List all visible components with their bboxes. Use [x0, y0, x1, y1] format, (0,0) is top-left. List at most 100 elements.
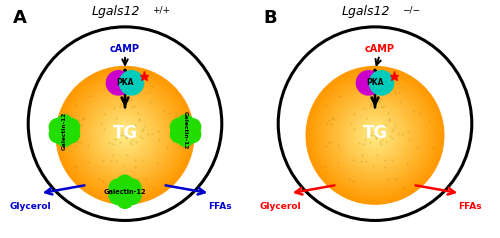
Circle shape [316, 76, 434, 195]
Circle shape [322, 83, 428, 188]
Text: Lgals12: Lgals12 [342, 5, 390, 18]
Circle shape [170, 119, 188, 135]
Text: Galectin-12: Galectin-12 [104, 189, 146, 195]
Circle shape [359, 119, 391, 151]
Circle shape [79, 89, 171, 181]
Circle shape [68, 78, 182, 193]
Circle shape [348, 108, 403, 163]
Circle shape [66, 76, 184, 195]
Circle shape [50, 126, 66, 143]
Circle shape [93, 103, 157, 168]
Circle shape [120, 71, 144, 95]
Circle shape [88, 99, 162, 172]
Text: PKA: PKA [116, 78, 134, 87]
Circle shape [343, 103, 407, 168]
Circle shape [50, 119, 66, 135]
Circle shape [123, 187, 141, 204]
Text: Glycerol: Glycerol [260, 202, 302, 211]
Text: TG: TG [112, 124, 138, 142]
Circle shape [170, 126, 188, 143]
Circle shape [54, 120, 76, 142]
Text: PKA: PKA [366, 78, 384, 87]
Circle shape [109, 179, 127, 197]
Circle shape [114, 124, 136, 147]
Circle shape [308, 69, 442, 202]
Circle shape [109, 187, 127, 204]
Circle shape [102, 112, 148, 158]
Circle shape [74, 85, 176, 186]
Circle shape [62, 119, 80, 135]
Circle shape [354, 115, 396, 156]
Circle shape [62, 126, 80, 143]
Circle shape [361, 122, 389, 149]
Circle shape [116, 192, 134, 208]
Circle shape [334, 94, 416, 177]
Circle shape [356, 71, 380, 95]
Circle shape [98, 108, 152, 163]
Circle shape [306, 67, 444, 204]
Text: Glycerol: Glycerol [10, 202, 51, 211]
Circle shape [368, 129, 382, 142]
Circle shape [56, 67, 194, 204]
Circle shape [350, 110, 400, 161]
Circle shape [84, 94, 166, 177]
Circle shape [70, 80, 180, 190]
Circle shape [104, 115, 146, 156]
Circle shape [90, 101, 160, 170]
Circle shape [116, 175, 134, 192]
Circle shape [356, 117, 394, 154]
Circle shape [61, 71, 189, 199]
Circle shape [336, 96, 414, 174]
Circle shape [109, 119, 141, 151]
Circle shape [123, 179, 141, 197]
Circle shape [106, 71, 130, 95]
Circle shape [340, 101, 409, 170]
Circle shape [118, 129, 132, 142]
Circle shape [327, 87, 423, 183]
Circle shape [56, 115, 72, 131]
Circle shape [63, 73, 187, 197]
Circle shape [366, 126, 384, 144]
Circle shape [120, 131, 130, 140]
Circle shape [178, 131, 194, 146]
Circle shape [114, 180, 136, 203]
Circle shape [184, 119, 200, 135]
Circle shape [370, 71, 394, 95]
Circle shape [332, 92, 418, 179]
Circle shape [58, 69, 192, 202]
Circle shape [364, 124, 386, 147]
Text: Lgals12: Lgals12 [92, 5, 140, 18]
Text: A: A [13, 9, 27, 27]
Text: FFAs: FFAs [458, 202, 481, 211]
Circle shape [320, 80, 430, 190]
Circle shape [72, 83, 178, 188]
Text: Galectin-12: Galectin-12 [62, 111, 67, 150]
Circle shape [116, 126, 134, 144]
Circle shape [338, 99, 411, 172]
Circle shape [122, 133, 128, 138]
Text: +/+: +/+ [152, 6, 170, 15]
Circle shape [178, 115, 194, 131]
Text: Galectin-12: Galectin-12 [183, 111, 188, 150]
Circle shape [56, 131, 72, 146]
Circle shape [329, 89, 421, 181]
Circle shape [311, 71, 439, 199]
Circle shape [111, 122, 139, 149]
Circle shape [318, 78, 432, 193]
Text: FFAs: FFAs [208, 202, 232, 211]
Circle shape [352, 112, 398, 158]
Circle shape [313, 73, 437, 197]
Circle shape [174, 120, 197, 142]
Circle shape [184, 126, 200, 143]
Text: −/−: −/− [402, 6, 420, 15]
Circle shape [77, 87, 173, 183]
Text: B: B [263, 9, 276, 27]
Circle shape [100, 110, 150, 161]
Text: cAMP: cAMP [364, 44, 394, 54]
Circle shape [86, 96, 164, 174]
Circle shape [372, 133, 378, 138]
Circle shape [82, 92, 168, 179]
Circle shape [106, 117, 144, 154]
Text: cAMP: cAMP [110, 44, 140, 54]
Circle shape [345, 105, 405, 165]
